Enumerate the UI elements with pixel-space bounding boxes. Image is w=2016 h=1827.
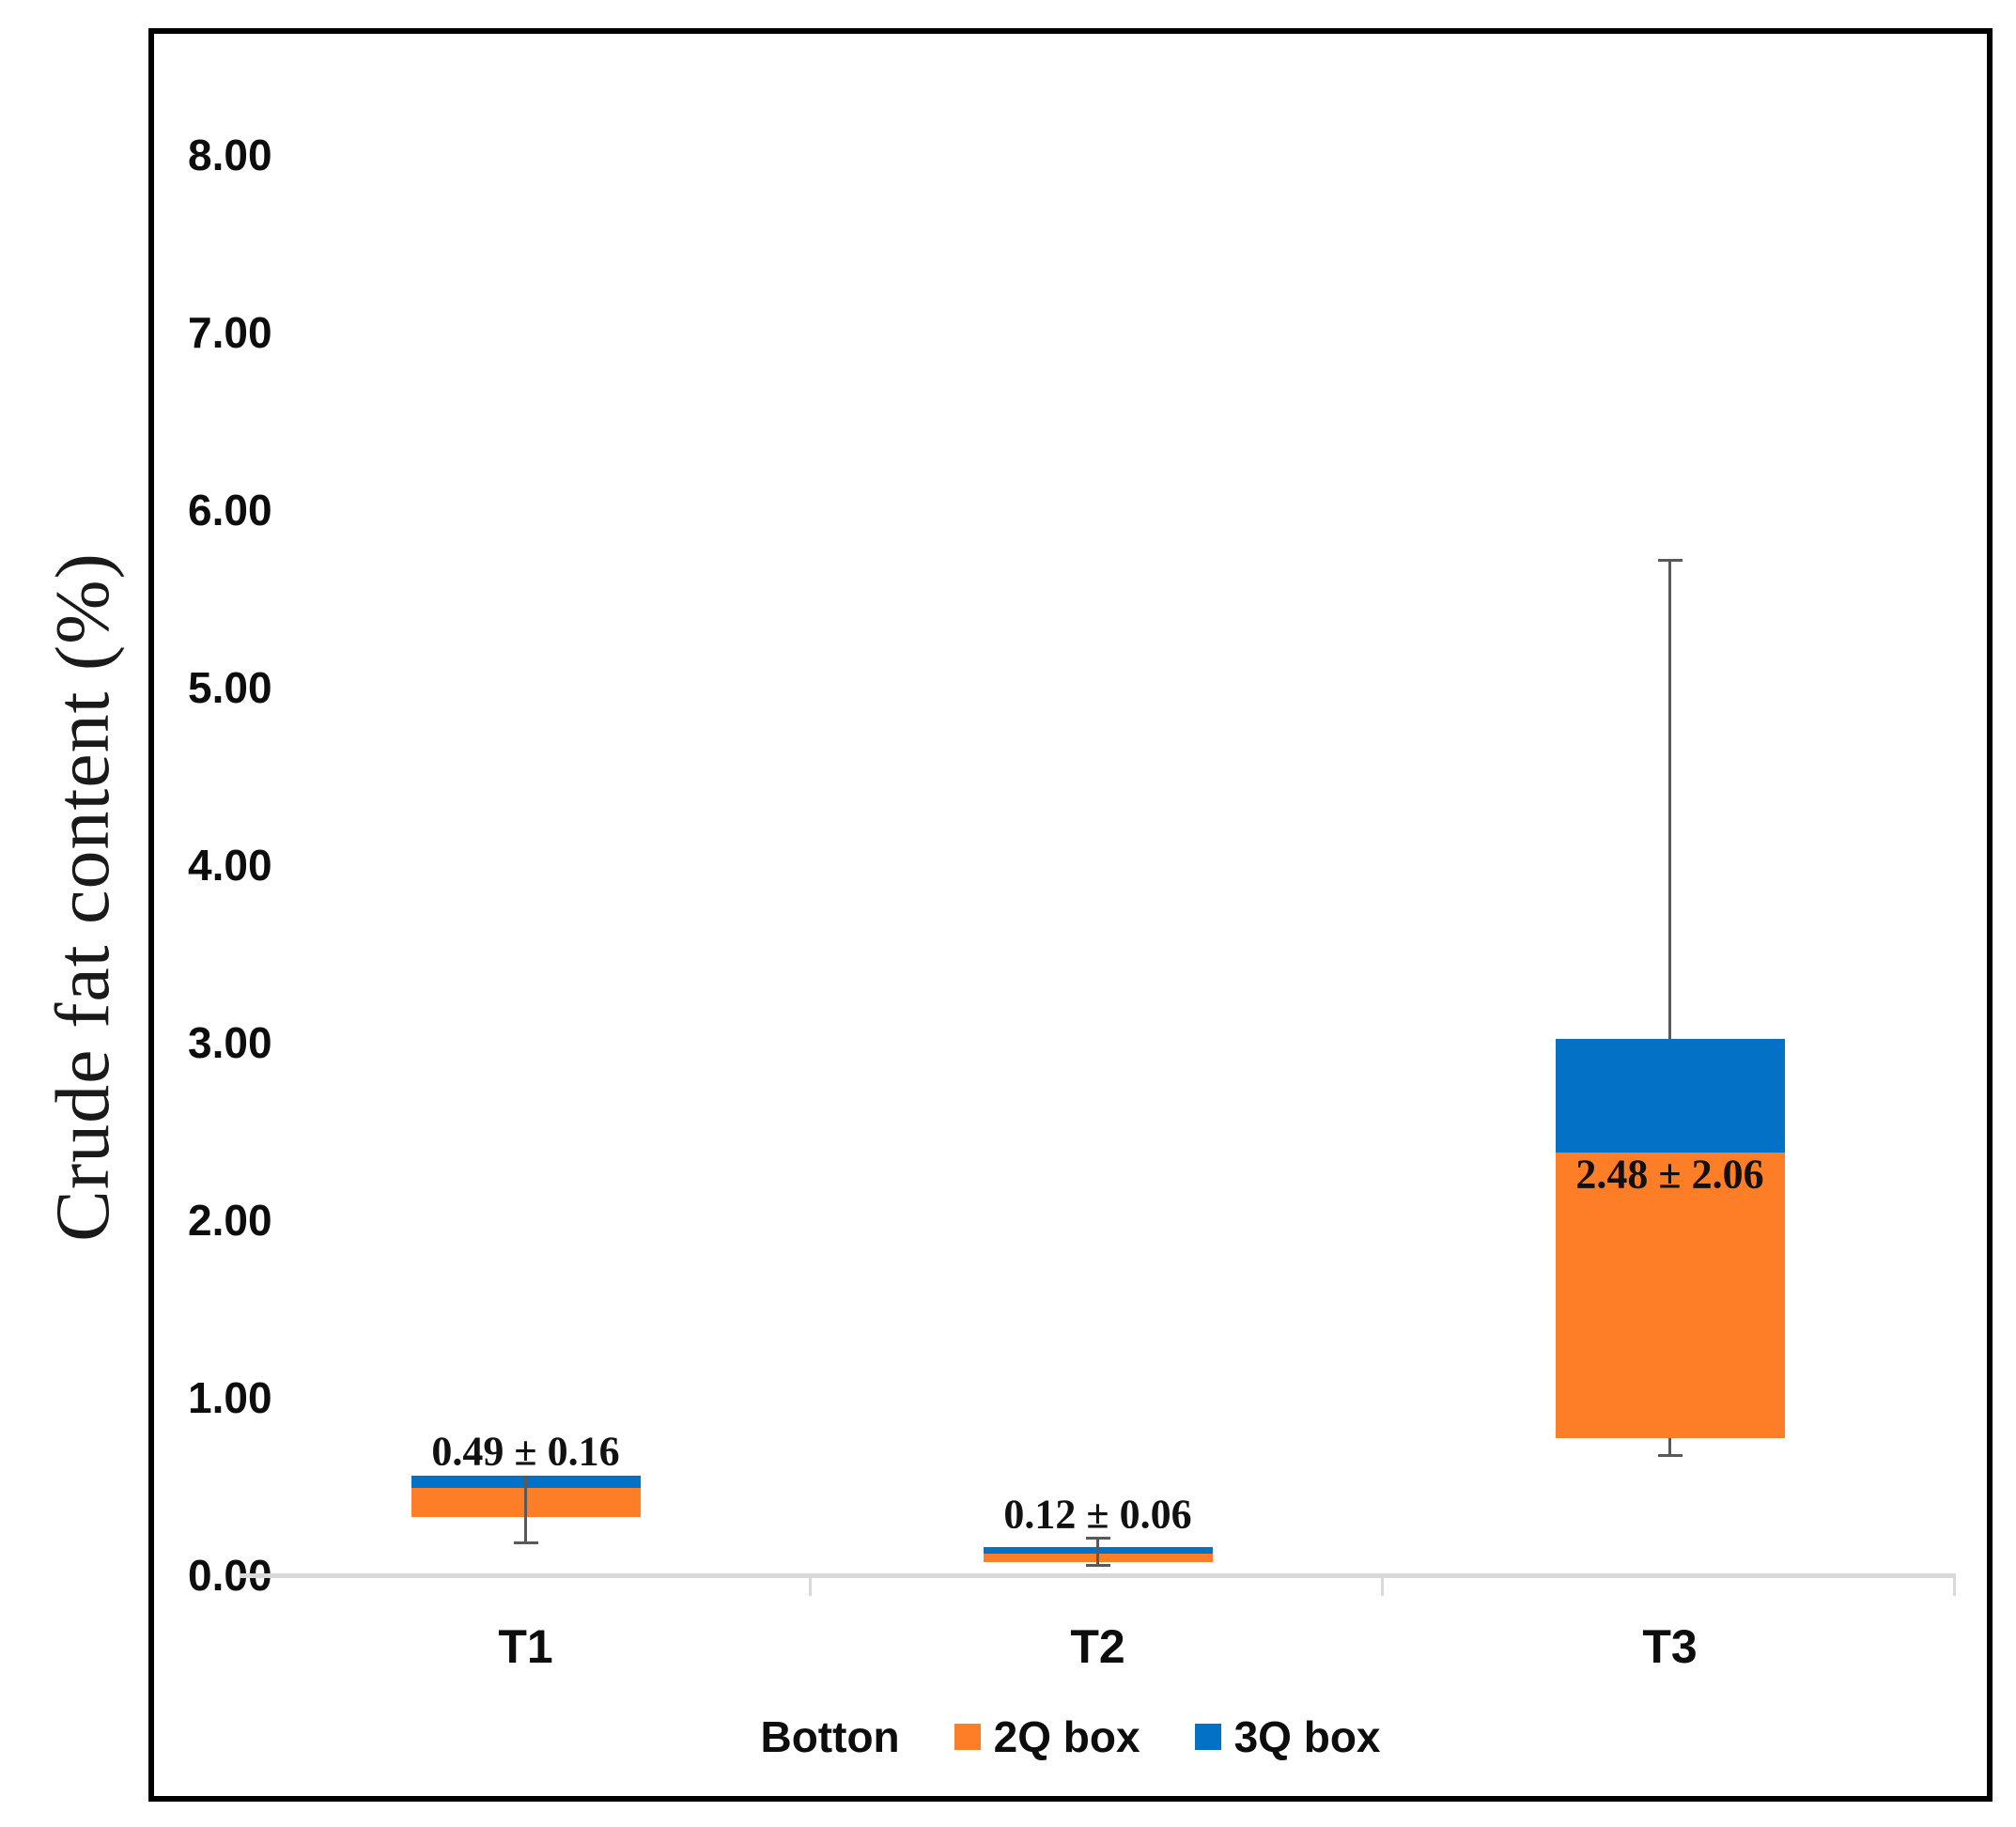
legend: Botton 2Q box 3Q box <box>148 1711 1993 1762</box>
legend-item-3q-box: 3Q box <box>1194 1711 1381 1762</box>
whisker-line <box>1668 559 1671 1040</box>
data-label: 0.49 ± 0.16 <box>431 1428 620 1475</box>
y-tick-label: 7.00 <box>188 308 272 357</box>
box-2q-segment <box>1555 1153 1785 1439</box>
whisker-line <box>524 1476 527 1543</box>
whisker-cap-bottom <box>1085 1563 1110 1567</box>
legend-swatch <box>954 1724 981 1750</box>
legend-item-botton: Botton <box>760 1711 899 1762</box>
x-axis-tick <box>1381 1575 1384 1596</box>
x-axis-tick <box>809 1575 812 1596</box>
whisker-line <box>1096 1538 1099 1566</box>
y-tick-label: 3.00 <box>188 1018 272 1067</box>
x-axis-line <box>240 1573 1956 1578</box>
x-category-label: T1 <box>498 1620 553 1673</box>
legend-label: 3Q box <box>1233 1712 1381 1761</box>
legend-label: 2Q box <box>993 1712 1140 1761</box>
y-tick-label: 1.00 <box>188 1373 272 1422</box>
data-label: 0.12 ± 0.06 <box>1003 1491 1192 1538</box>
y-tick-label: 4.00 <box>188 841 272 890</box>
legend-label: Botton <box>760 1712 900 1761</box>
x-category-label: T3 <box>1642 1620 1698 1673</box>
y-tick-label: 2.00 <box>188 1196 272 1245</box>
whisker-cap-bottom <box>1657 1454 1683 1458</box>
x-category-label: T2 <box>1070 1620 1125 1673</box>
whisker-line <box>1668 1438 1671 1457</box>
y-tick-label: 8.00 <box>188 131 272 179</box>
legend-swatch <box>1194 1724 1221 1750</box>
legend-item-2q-box: 2Q box <box>954 1711 1140 1762</box>
whisker-cap-bottom <box>513 1541 538 1544</box>
y-tick-label: 5.00 <box>188 663 272 712</box>
x-axis-tick <box>1953 1575 1956 1596</box>
whisker-cap-top <box>1657 558 1683 562</box>
y-tick-label: 6.00 <box>188 486 272 534</box>
whisker-cap-top <box>1085 1537 1110 1541</box>
data-label: 2.48 ± 2.06 <box>1575 1151 1764 1198</box>
box-3q-segment <box>1555 1039 1785 1153</box>
